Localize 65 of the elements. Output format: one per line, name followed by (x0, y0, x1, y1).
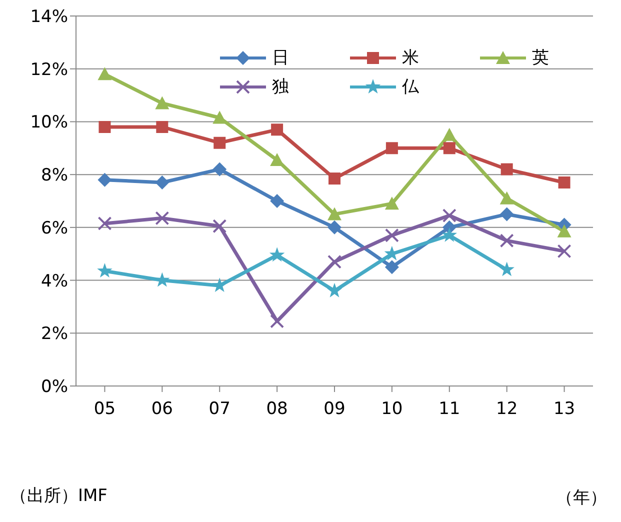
point (271, 124, 284, 136)
point (156, 121, 168, 133)
point (98, 172, 112, 187)
legend-label: 独 (272, 76, 289, 98)
point (155, 211, 170, 226)
point (328, 254, 342, 269)
point (328, 207, 342, 220)
x-tick-label: 10 (381, 399, 403, 420)
point (212, 110, 227, 124)
point (212, 162, 227, 176)
point (384, 260, 399, 274)
point (443, 142, 456, 154)
point (384, 228, 399, 242)
y-tick-label: 4% (41, 271, 68, 292)
x-tick-label: 12 (496, 399, 518, 420)
point (386, 142, 398, 154)
point (442, 128, 456, 141)
y-tick-label: 2% (41, 324, 68, 344)
point (154, 272, 170, 287)
point (98, 67, 112, 80)
y-tick-label: 8% (41, 166, 68, 186)
point (269, 247, 285, 262)
point (499, 262, 514, 276)
point (500, 207, 514, 222)
point (328, 172, 340, 185)
point (98, 121, 111, 133)
point (270, 153, 284, 166)
point (557, 244, 572, 258)
point (557, 224, 572, 238)
y-tick-label: 14% (30, 7, 68, 28)
x-tick-label: 07 (208, 399, 230, 420)
x-tick-label: 09 (324, 399, 346, 420)
legend-label: 英 (532, 47, 549, 69)
point (270, 314, 284, 328)
x-tick-label: 05 (94, 399, 116, 420)
point (98, 216, 112, 230)
x-tick-label: 08 (266, 399, 288, 420)
point (212, 278, 228, 292)
point (328, 220, 342, 234)
legend-label: 仏 (402, 76, 419, 98)
x-tick-label: 06 (151, 399, 173, 420)
point (558, 176, 570, 188)
point (442, 208, 456, 223)
point (214, 136, 226, 149)
legend-label: 米 (402, 47, 419, 69)
text: （出所）IMF (10, 486, 108, 506)
y-tick-label: 12% (30, 60, 68, 80)
y-tick-label: 0% (41, 377, 68, 398)
y-tick-label: 6% (41, 218, 68, 238)
point (326, 282, 342, 298)
point (500, 234, 514, 248)
x-tick-label: 13 (553, 399, 576, 420)
y-tick-label: 10% (30, 112, 68, 133)
point (500, 191, 514, 204)
point (155, 176, 170, 190)
x-axis-title: （年） (556, 487, 607, 509)
point (155, 96, 170, 110)
point (384, 196, 399, 210)
point (270, 194, 284, 208)
point (442, 227, 457, 242)
point (97, 263, 112, 278)
point (212, 219, 227, 234)
x-tick-label: 11 (438, 399, 460, 420)
legend-label: 日 (272, 47, 289, 69)
point (500, 163, 513, 176)
